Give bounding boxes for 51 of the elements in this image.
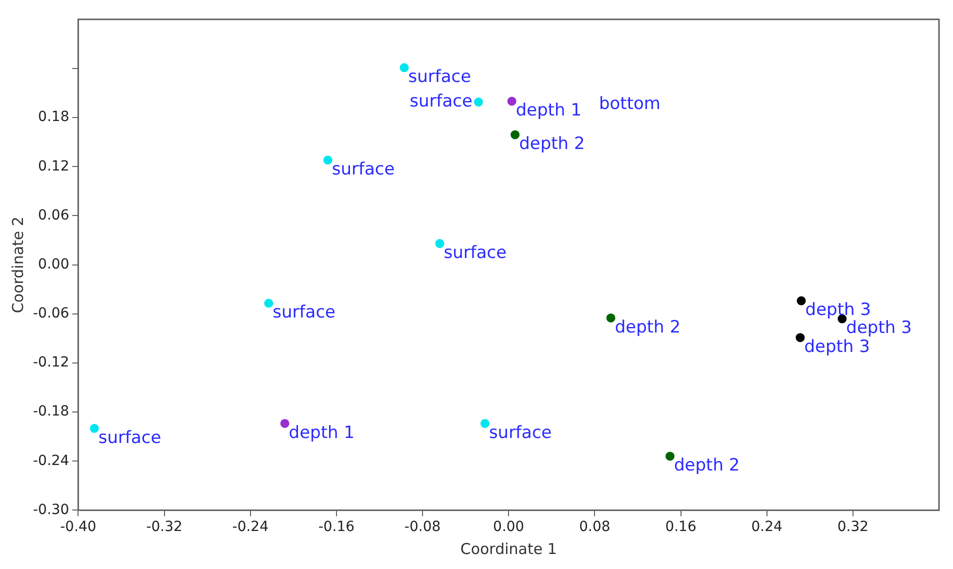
- text: depth 2: [614, 317, 681, 338]
- y-tick-label: 0.00: [38, 256, 70, 272]
- point: [400, 63, 409, 72]
- x-axis-title: Coordinate 1: [460, 540, 557, 558]
- text: depth 3: [804, 337, 870, 358]
- point: [480, 418, 490, 428]
- x-tick-label: 0.32: [837, 519, 869, 536]
- x-tick-label: 0.16: [665, 519, 696, 536]
- y-axis-title: Coordinate 2: [8, 216, 27, 314]
- series-label: depth 1: [288, 422, 355, 443]
- x-tick-label: -0.24: [232, 519, 269, 536]
- y-tick-label: 0.18: [38, 109, 70, 126]
- x-tick-label: 0.08: [579, 519, 610, 536]
- text: depth 1: [516, 100, 582, 121]
- y-tick-label: -0.06: [32, 306, 70, 322]
- x-tick-label: -0.08: [404, 519, 441, 536]
- point: [90, 424, 99, 433]
- point: [474, 98, 483, 107]
- point: [796, 296, 806, 306]
- text: depth 3: [846, 318, 912, 338]
- point: [606, 313, 616, 322]
- point: [666, 452, 675, 461]
- y-tick-label: 0.12: [38, 158, 70, 174]
- y-tick-label: -0.30: [32, 502, 70, 518]
- text: surface: [410, 91, 472, 112]
- point: [435, 239, 444, 248]
- x-tick-label: 0.24: [751, 519, 783, 536]
- x-tick-label: -0.40: [60, 519, 96, 536]
- y-tick-label: -0.12: [32, 354, 70, 371]
- point: [796, 333, 805, 342]
- point: [280, 418, 290, 428]
- text: depth 2: [519, 134, 585, 154]
- text: surface: [98, 428, 162, 448]
- x-tick-label: 0.00: [493, 519, 524, 536]
- text: surface: [408, 67, 472, 88]
- text: surface: [488, 422, 552, 443]
- y-tick-label: 0.06: [38, 207, 70, 224]
- y-tick-label: -0.24: [32, 452, 70, 469]
- text: surface: [332, 160, 395, 180]
- annotation: bottom: [598, 94, 660, 114]
- point: [323, 156, 332, 165]
- series-label: depth 3: [805, 300, 871, 320]
- point: [264, 298, 274, 308]
- text: surface: [272, 302, 336, 323]
- y-tick-label: -0.18: [32, 404, 70, 420]
- x-tick-label: -0.16: [318, 519, 355, 536]
- x-tick-label: -0.32: [146, 519, 182, 536]
- series-label: surface: [444, 242, 507, 263]
- point: [510, 130, 520, 140]
- point: [507, 96, 516, 106]
- series-label: depth 2: [674, 456, 740, 476]
